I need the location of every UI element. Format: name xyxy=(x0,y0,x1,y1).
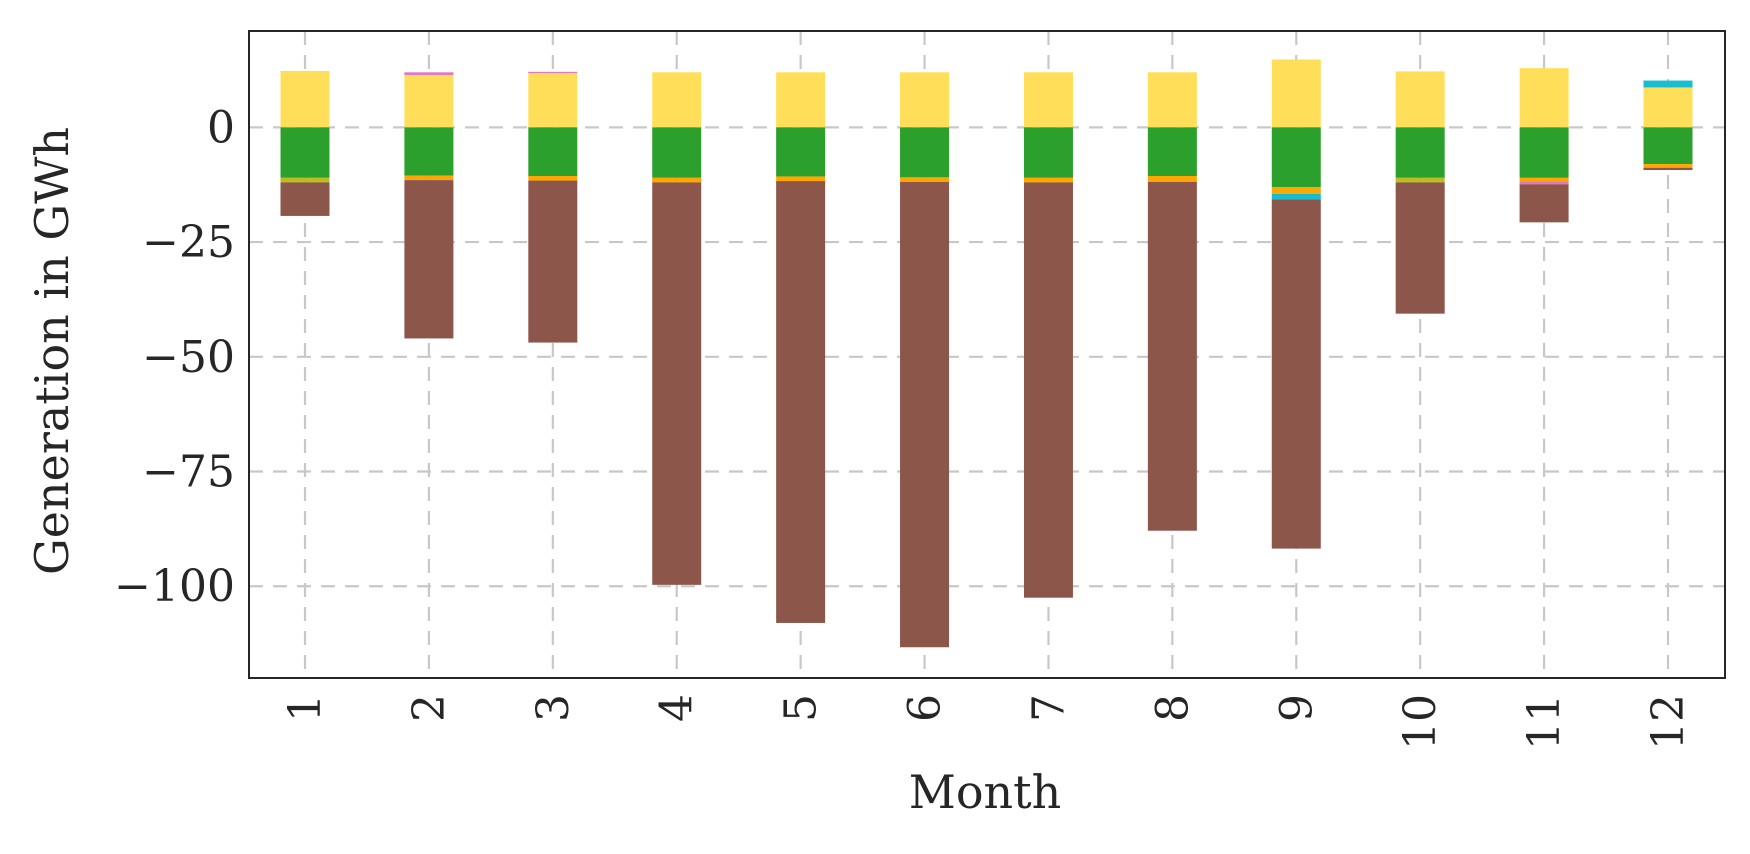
bar-segment xyxy=(1519,181,1569,185)
x-tick-labels: 1 2 3 4 5 6 7 8 9 10 11 12 xyxy=(280,694,1694,750)
bar-segment xyxy=(404,127,454,176)
bar-segment xyxy=(1271,59,1321,128)
x-tick-label: 12 xyxy=(1643,694,1694,750)
plot-frame xyxy=(248,30,1726,679)
bar-segment xyxy=(528,176,578,181)
bar-segment xyxy=(1395,177,1445,183)
bar-segment xyxy=(1147,127,1197,177)
bar-segment xyxy=(1519,68,1569,128)
bar-segment xyxy=(1023,72,1073,128)
bar-segment xyxy=(900,127,950,178)
x-tick-label: 11 xyxy=(1519,694,1570,750)
x-tick-label: 9 xyxy=(1271,694,1322,722)
x-tick-label: 2 xyxy=(404,694,455,722)
y-tick-label: −75 xyxy=(142,447,235,498)
bars-layer xyxy=(280,59,1693,648)
bar-segment xyxy=(280,70,330,128)
bar-segment xyxy=(1643,167,1693,171)
bar-segment xyxy=(776,72,826,128)
bar-segment xyxy=(1643,127,1693,165)
bar-segment xyxy=(900,177,950,182)
x-axis-label: Month xyxy=(909,765,1062,819)
bar-segment xyxy=(1643,87,1693,128)
bar-segment xyxy=(528,71,578,74)
bar-segment xyxy=(1395,182,1445,314)
bar-segment xyxy=(1271,127,1321,188)
y-tick-labels: 0 −25 −50 −75 −100 xyxy=(114,102,235,612)
bar-segment xyxy=(404,72,454,76)
bar-segment xyxy=(652,72,702,128)
bar-segment xyxy=(280,127,330,178)
bar-segment xyxy=(900,72,950,128)
x-tick-label: 5 xyxy=(776,694,827,722)
y-tick-label: −25 xyxy=(142,217,235,268)
bar-segment xyxy=(652,177,702,183)
bar-segment xyxy=(280,182,330,216)
y-tick-label: −50 xyxy=(142,332,235,383)
x-tick-label: 3 xyxy=(528,694,579,722)
bar-segment xyxy=(528,127,578,177)
x-tick-label: 6 xyxy=(900,694,951,722)
grid-layer xyxy=(249,31,1725,678)
bar-segment xyxy=(776,127,826,177)
y-axis-label: Generation in GWh xyxy=(25,127,79,575)
bar-segment xyxy=(1519,177,1569,182)
bar-segment xyxy=(1147,181,1197,531)
bar-segment xyxy=(900,181,950,648)
bar-segment xyxy=(404,75,454,128)
bar-segment xyxy=(1147,176,1197,182)
bar-segment xyxy=(528,180,578,343)
x-tick-label: 8 xyxy=(1147,694,1198,722)
bar-segment xyxy=(652,127,702,178)
bar-segment xyxy=(776,181,826,623)
bar-segment xyxy=(1147,72,1197,128)
bar-segment xyxy=(652,182,702,585)
y-tick-label: −100 xyxy=(114,561,235,612)
bar-segment xyxy=(1271,193,1321,200)
x-tick-label: 4 xyxy=(652,694,703,722)
bar-segment xyxy=(1643,164,1693,168)
bar-segment xyxy=(1643,80,1693,88)
bar-segment xyxy=(404,175,454,181)
bar-segment xyxy=(1519,127,1569,178)
bar-segment xyxy=(1395,127,1445,178)
x-tick-label: 7 xyxy=(1023,694,1074,722)
x-tick-label: 10 xyxy=(1395,694,1446,750)
bar-segment xyxy=(1519,184,1569,223)
bar-segment xyxy=(1271,199,1321,549)
bar-segment xyxy=(1271,187,1321,194)
bar-segment xyxy=(1023,182,1073,598)
bar-segment xyxy=(1023,127,1073,178)
bar-segment xyxy=(528,73,578,128)
y-tick-label: 0 xyxy=(207,102,235,153)
bar-segment xyxy=(404,180,454,339)
bar-segment xyxy=(280,177,330,183)
bar-segment xyxy=(1395,71,1445,128)
x-tick-label: 1 xyxy=(280,694,331,722)
bar-segment xyxy=(1023,177,1073,183)
bar-segment xyxy=(776,176,826,182)
